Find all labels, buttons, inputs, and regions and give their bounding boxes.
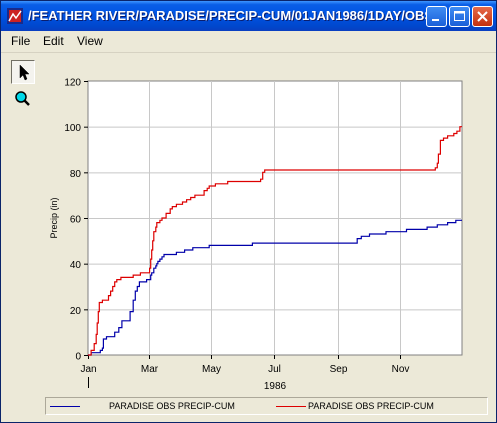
x-tick-label: Jul <box>268 364 281 375</box>
x-tick-label: Mar <box>141 364 159 375</box>
y-tick-label: 60 <box>70 215 82 226</box>
x-tick-label: May <box>202 364 221 375</box>
precip-chart[interactable]: 0 20 40 60 80 100 120 Jan Mar May Jul Sep Nov 1986 Pre… <box>40 57 491 393</box>
series-line-2 <box>88 126 462 356</box>
legend-label-2: PARADISE OBS PRECIP-CUM <box>308 401 434 411</box>
menu-view[interactable]: View <box>77 34 103 48</box>
title-bar[interactable]: /FEATHER RIVER/PARADISE/PRECIP-CUM/01JAN… <box>1 1 496 31</box>
legend-swatch-1 <box>50 406 80 407</box>
legend: PARADISE OBS PRECIP-CUM PARADISE OBS PRE… <box>45 397 488 415</box>
magnifier-icon <box>15 91 30 106</box>
app-icon <box>7 8 23 24</box>
y-tick-label: 100 <box>64 123 81 134</box>
zoom-tool-button[interactable] <box>11 87 35 111</box>
tool-palette <box>9 58 37 114</box>
maximize-button[interactable] <box>449 6 470 27</box>
menu-edit[interactable]: Edit <box>43 34 64 48</box>
select-tool-button[interactable] <box>11 60 35 84</box>
legend-swatch-2 <box>276 406 306 407</box>
plot-panel: 0 20 40 60 80 100 120 Jan Mar May Jul Sep Nov 1986 Pre… <box>40 57 491 393</box>
y-tick-label: 0 <box>75 352 81 363</box>
close-icon <box>477 11 488 22</box>
y-tick-label: 120 <box>64 78 81 89</box>
y-tick-label: 20 <box>70 306 82 317</box>
menu-bar: File Edit View <box>1 31 496 53</box>
minimize-icon <box>432 19 439 21</box>
legend-label-1: PARADISE OBS PRECIP-CUM <box>109 401 235 411</box>
y-axis-label: Precip (in) <box>49 197 59 238</box>
close-button[interactable] <box>472 6 493 27</box>
window-title: /FEATHER RIVER/PARADISE/PRECIP-CUM/01JAN… <box>28 8 437 23</box>
x-tick-label: Jan <box>80 364 96 375</box>
minimize-button[interactable] <box>426 6 447 27</box>
x-axis-label: 1986 <box>264 381 287 392</box>
x-tick-label: Nov <box>392 364 410 375</box>
maximize-icon <box>454 11 465 21</box>
x-tick-label: Sep <box>330 364 348 375</box>
menu-file[interactable]: File <box>11 34 31 48</box>
y-tick-label: 80 <box>70 169 82 180</box>
arrow-pointer-icon <box>19 64 30 81</box>
series-line-1 <box>88 219 462 356</box>
y-tick-label: 40 <box>70 260 82 271</box>
